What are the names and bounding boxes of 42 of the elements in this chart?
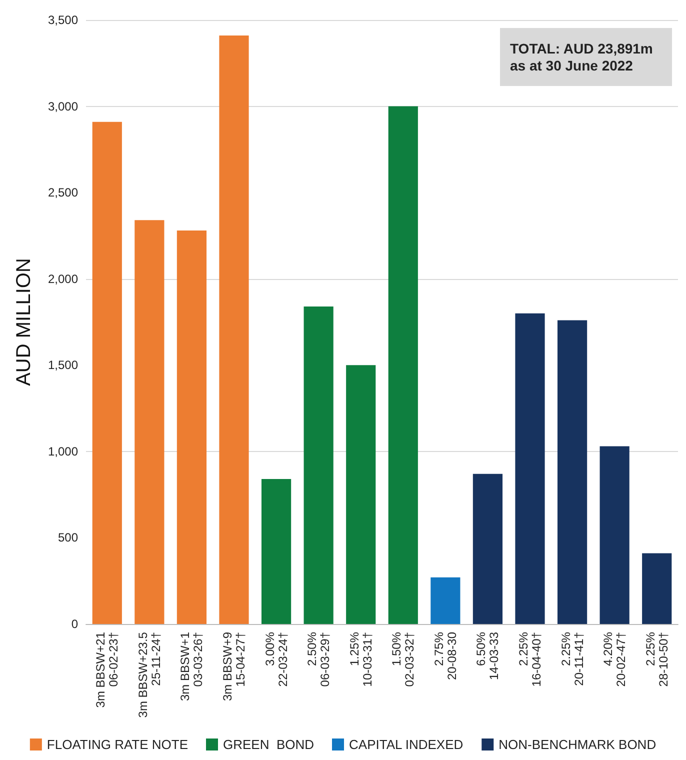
x-tick-label: 1.50% 02-03-32† bbox=[390, 632, 417, 687]
y-tick-label: 0 bbox=[71, 617, 78, 631]
y-tick-label: 2,500 bbox=[48, 186, 78, 200]
bar bbox=[134, 220, 164, 624]
y-tick-label: 1,000 bbox=[48, 444, 78, 458]
bar bbox=[92, 122, 122, 624]
x-tick-label: 3.00% 22-03-24† bbox=[262, 632, 290, 687]
bar bbox=[557, 320, 588, 624]
x-tick-label: 3m BBSW+9 15-04-27† bbox=[220, 632, 248, 702]
bar bbox=[600, 446, 630, 624]
legend-label: GREEN BOND bbox=[223, 737, 314, 752]
bar bbox=[388, 106, 418, 624]
bar bbox=[472, 474, 503, 624]
legend-label: CAPITAL INDEXED bbox=[349, 737, 464, 752]
bar bbox=[261, 479, 292, 624]
bar bbox=[176, 230, 207, 624]
x-tick-label: 2.25% 16-04-40† bbox=[516, 632, 544, 687]
bar bbox=[346, 365, 376, 624]
y-tick-label: 500 bbox=[58, 530, 78, 545]
legend-label: NON-BENCHMARK BOND bbox=[498, 737, 656, 752]
bar bbox=[219, 36, 249, 624]
bar bbox=[304, 306, 334, 624]
annotation: TOTAL: AUD 23,891m as at 30 June 2022 bbox=[510, 40, 653, 74]
x-tick-label: 3m BBSW+23.5 25-11-24† bbox=[136, 632, 163, 718]
x-tick-label: 6.50% 14-03-33 bbox=[474, 632, 502, 680]
x-tick-label: 3m BBSW+1 03-03-26† bbox=[178, 632, 206, 702]
y-tick-label: 3,000 bbox=[48, 99, 78, 114]
bar bbox=[430, 577, 460, 624]
x-tick-label: 2.50% 06-03-29† bbox=[305, 632, 332, 687]
x-tick-label: 1.25% 10-03-31† bbox=[347, 632, 374, 687]
y-tick-label: 1,500 bbox=[48, 358, 78, 372]
legend-label: FLOATING RATE NOTE bbox=[46, 737, 188, 752]
y-tick-label: 2,000 bbox=[48, 272, 78, 286]
x-tick-label: 3m BBSW+21 06-02-23† bbox=[94, 632, 121, 708]
x-tick-label: 4.20% 20-02-47† bbox=[601, 632, 628, 687]
x-tick-label: 2.75% 20-08-30 bbox=[432, 632, 459, 680]
bar bbox=[642, 553, 672, 624]
x-tick-label: 2.25% 20-11-41† bbox=[558, 632, 586, 686]
y-axis-title: AUD MILLION bbox=[13, 258, 35, 386]
bar bbox=[515, 313, 545, 624]
x-tick-label: 2.25% 28-10-50† bbox=[643, 632, 670, 687]
y-tick-label: 3,500 bbox=[48, 13, 78, 27]
